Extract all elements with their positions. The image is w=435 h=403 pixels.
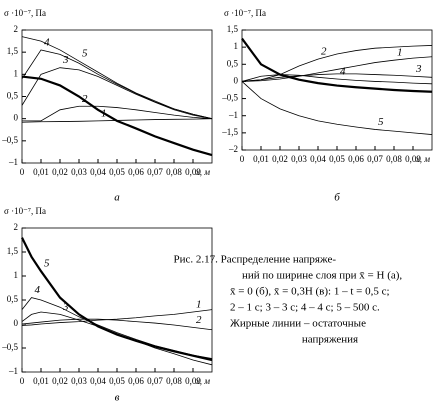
x-axis-label: x, м	[195, 376, 210, 386]
y-tick-label: 1	[14, 68, 19, 78]
series-label: 1	[196, 299, 202, 311]
y-tick-label: 1,5	[7, 46, 19, 56]
x-tick-label: 0,09	[405, 154, 421, 164]
y-tick-label: 1	[234, 41, 239, 51]
panel-label: б	[334, 192, 340, 204]
series-label: 5	[82, 48, 88, 60]
series-label: 4	[340, 66, 346, 78]
x-tick-label: 0,04	[310, 154, 326, 164]
x-tick-label: 0,03	[291, 154, 307, 164]
series-line	[21, 67, 213, 120]
x-tick-label: 0,07	[147, 376, 163, 386]
y-tick-label: –0,5	[221, 93, 238, 103]
x-tick-label: 0,09	[185, 376, 201, 386]
plot-frame	[21, 227, 213, 373]
y-axis-label: σ ·10⁻⁷, Па	[4, 8, 46, 18]
series-label: 5	[378, 116, 384, 128]
series-line	[21, 237, 213, 362]
x-tick-label: 0,02	[272, 154, 288, 164]
series-label: 1	[397, 47, 403, 59]
series-line	[21, 297, 213, 359]
y-tick-label: 2	[14, 24, 19, 34]
x-tick-label: 0,04	[90, 167, 106, 177]
x-tick-label: 0,08	[166, 167, 182, 177]
caption-line: ний по ширине слоя при x̄ = H (а),	[242, 270, 402, 282]
x-tick-label: 0	[240, 154, 245, 164]
y-tick-label: 0,5	[7, 91, 19, 101]
series-label: 3	[62, 54, 69, 66]
y-tick-label: 0	[234, 75, 239, 85]
y-tick-label: –0,5	[1, 342, 18, 352]
x-tick-label: 0	[20, 167, 25, 177]
x-tick-label: 0,07	[147, 167, 163, 177]
x-axis-label: x, м	[195, 167, 210, 177]
y-tick-label: 0	[14, 318, 19, 328]
x-tick-label: 0,08	[386, 154, 402, 164]
series-label: 2	[321, 46, 327, 58]
x-tick-label: 0,03	[71, 167, 87, 177]
x-tick-label: 0,02	[52, 167, 68, 177]
y-tick-label: –1	[228, 110, 238, 120]
series-line	[241, 56, 433, 82]
series-line	[21, 75, 213, 157]
series-line	[21, 49, 213, 120]
x-tick-label: 0,06	[128, 167, 144, 177]
x-tick-label: 0,02	[52, 376, 68, 386]
y-tick-label: 1,5	[227, 24, 239, 34]
caption-line: напряжения	[302, 334, 358, 346]
series-label: 4	[44, 36, 50, 48]
plot-frame	[21, 29, 213, 164]
x-tick-label: 0,06	[128, 376, 144, 386]
y-tick-label: 1,5	[7, 246, 19, 256]
y-tick-label: –1,5	[221, 127, 238, 137]
x-tick-label: 0,03	[71, 376, 87, 386]
series-line	[21, 309, 213, 326]
series-line	[241, 45, 433, 82]
x-tick-label: 0,08	[166, 376, 182, 386]
x-axis-label: x, м	[415, 154, 430, 164]
series-line	[22, 105, 213, 122]
series-line	[241, 81, 433, 135]
caption-line: Жирные линии – остаточные	[230, 318, 366, 330]
y-axis-label: σ ·10⁻⁷, Па	[224, 8, 266, 18]
y-tick-label: 1	[14, 270, 19, 280]
x-tick-label: 0,01	[33, 376, 49, 386]
x-tick-label: 0,05	[109, 376, 125, 386]
panel-label: а	[114, 192, 120, 204]
series-label: 3	[415, 63, 422, 75]
caption-line: Рис. 2.17. Распределение напряже-	[174, 254, 337, 266]
series-line	[241, 73, 433, 82]
y-axis-label: σ ·10⁻⁷, Па	[4, 206, 46, 216]
series-label: 4	[35, 284, 41, 296]
y-tick-label: 0,5	[7, 294, 19, 304]
x-tick-label: 0	[20, 376, 25, 386]
y-tick-label: 0	[14, 113, 19, 123]
series-line	[241, 74, 433, 85]
panel-label: в	[115, 392, 120, 403]
x-tick-label: 0,09	[185, 167, 201, 177]
x-tick-label: 0,06	[348, 154, 364, 164]
x-tick-label: 0,07	[367, 154, 383, 164]
x-tick-label: 0,05	[109, 167, 125, 177]
x-tick-label: 0,05	[329, 154, 345, 164]
series-line	[21, 36, 213, 120]
y-tick-label: 0,5	[227, 58, 239, 68]
series-label: 2	[82, 93, 88, 105]
series-line	[241, 37, 433, 93]
y-tick-label: –0,5	[1, 135, 18, 145]
series-label: 2	[196, 314, 202, 326]
y-tick-label: –2	[228, 144, 238, 154]
y-tick-label: 2	[14, 222, 19, 232]
caption-line: x̄ = 0 (б), x̄ = 0,3H (в): 1 – t = 0,5 с…	[230, 286, 390, 298]
caption-line: 2 – 1 с; 3 – 3 с; 4 – 4 с; 5 – 500 с.	[230, 302, 380, 314]
y-tick-label: –1	[8, 366, 18, 376]
series-label: 3	[62, 301, 69, 313]
y-tick-label: –1	[8, 157, 18, 167]
x-tick-label: 0,01	[33, 167, 49, 177]
series-line	[21, 318, 213, 331]
x-tick-label: 0,01	[253, 154, 269, 164]
series-label: 5	[44, 258, 50, 270]
x-tick-label: 0,04	[90, 376, 106, 386]
